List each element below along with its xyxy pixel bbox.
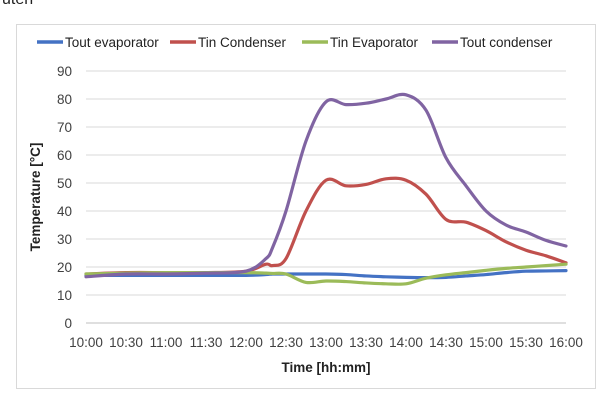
chart-frame: 0 10 20 30 40 50 60 70 80 90 10:00 10:30 11:00 11:30 1…	[16, 24, 596, 389]
legend-label: Tout evaporator	[65, 35, 159, 50]
x-tick-label: 11:00	[150, 335, 183, 350]
y-tick-label: 70	[57, 120, 72, 135]
x-tick-label: 15:00	[469, 335, 503, 350]
cropped-caption-text: uten	[2, 0, 33, 9]
x-tick-label: 12:30	[269, 335, 303, 350]
x-tick-label: 13:30	[349, 335, 383, 350]
x-tick-label: 16:00	[549, 335, 583, 350]
y-axis-title: Temperature [°C]	[28, 143, 43, 252]
line-chart: 0 10 20 30 40 50 60 70 80 90 10:00 10:30 11:00 11:30 1…	[28, 35, 583, 375]
series-line-tin-condenser	[84, 176, 568, 276]
y-tick-label: 40	[57, 204, 72, 219]
legend-label: Tin Condenser	[198, 35, 287, 50]
x-tick-label: 10:30	[109, 335, 143, 350]
x-tick-label: 15:30	[509, 335, 543, 350]
cropped-caption-fragment: uten	[0, 0, 604, 14]
y-tick-label: 20	[57, 260, 72, 275]
x-tick-label: 11:30	[190, 335, 223, 350]
x-axis-title: Time [hh:mm]	[281, 360, 370, 375]
series-line-tout-evaporator	[84, 269, 568, 280]
y-tick-label: 90	[57, 64, 72, 79]
legend-label: Tin Evaporator	[330, 35, 419, 50]
series-line-tout-condenser	[84, 92, 568, 279]
x-tick-label: 10:00	[69, 335, 103, 350]
y-tick-label: 50	[57, 176, 72, 191]
x-tick-label: 12:00	[229, 335, 263, 350]
x-tick-label: 13:00	[309, 335, 343, 350]
x-tick-label: 14:00	[389, 335, 423, 350]
y-tick-label: 10	[57, 288, 72, 303]
y-tick-label: 0	[64, 316, 72, 331]
y-tick-label: 30	[57, 232, 72, 247]
y-tick-label: 60	[57, 148, 72, 163]
legend-label: Tout condenser	[460, 35, 553, 50]
y-tick-label: 80	[57, 92, 72, 107]
x-tick-label: 14:30	[429, 335, 463, 350]
